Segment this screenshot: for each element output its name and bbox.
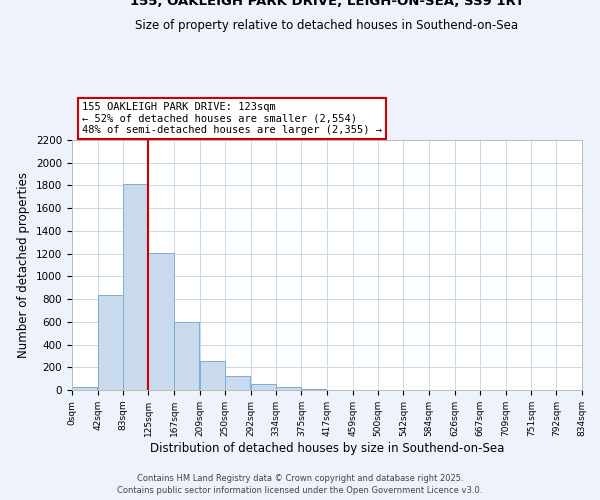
Bar — [225, 376, 250, 390]
Bar — [98, 294, 123, 390]
Bar — [174, 322, 199, 390]
Bar — [123, 184, 148, 390]
Bar — [276, 387, 301, 390]
Text: 155 OAKLEIGH PARK DRIVE: 123sqm
← 52% of detached houses are smaller (2,554)
48%: 155 OAKLEIGH PARK DRIVE: 123sqm ← 52% of… — [82, 102, 382, 135]
Bar — [148, 252, 173, 390]
Text: Size of property relative to detached houses in Southend-on-Sea: Size of property relative to detached ho… — [136, 18, 518, 32]
Bar — [251, 384, 275, 390]
Text: 155, OAKLEIGH PARK DRIVE, LEIGH-ON-SEA, SS9 1RT: 155, OAKLEIGH PARK DRIVE, LEIGH-ON-SEA, … — [130, 0, 524, 8]
Y-axis label: Number of detached properties: Number of detached properties — [17, 172, 31, 358]
Bar — [72, 387, 97, 390]
X-axis label: Distribution of detached houses by size in Southend-on-Sea: Distribution of detached houses by size … — [150, 442, 504, 454]
Bar — [200, 361, 225, 390]
Text: Contains HM Land Registry data © Crown copyright and database right 2025.
Contai: Contains HM Land Registry data © Crown c… — [118, 474, 482, 495]
